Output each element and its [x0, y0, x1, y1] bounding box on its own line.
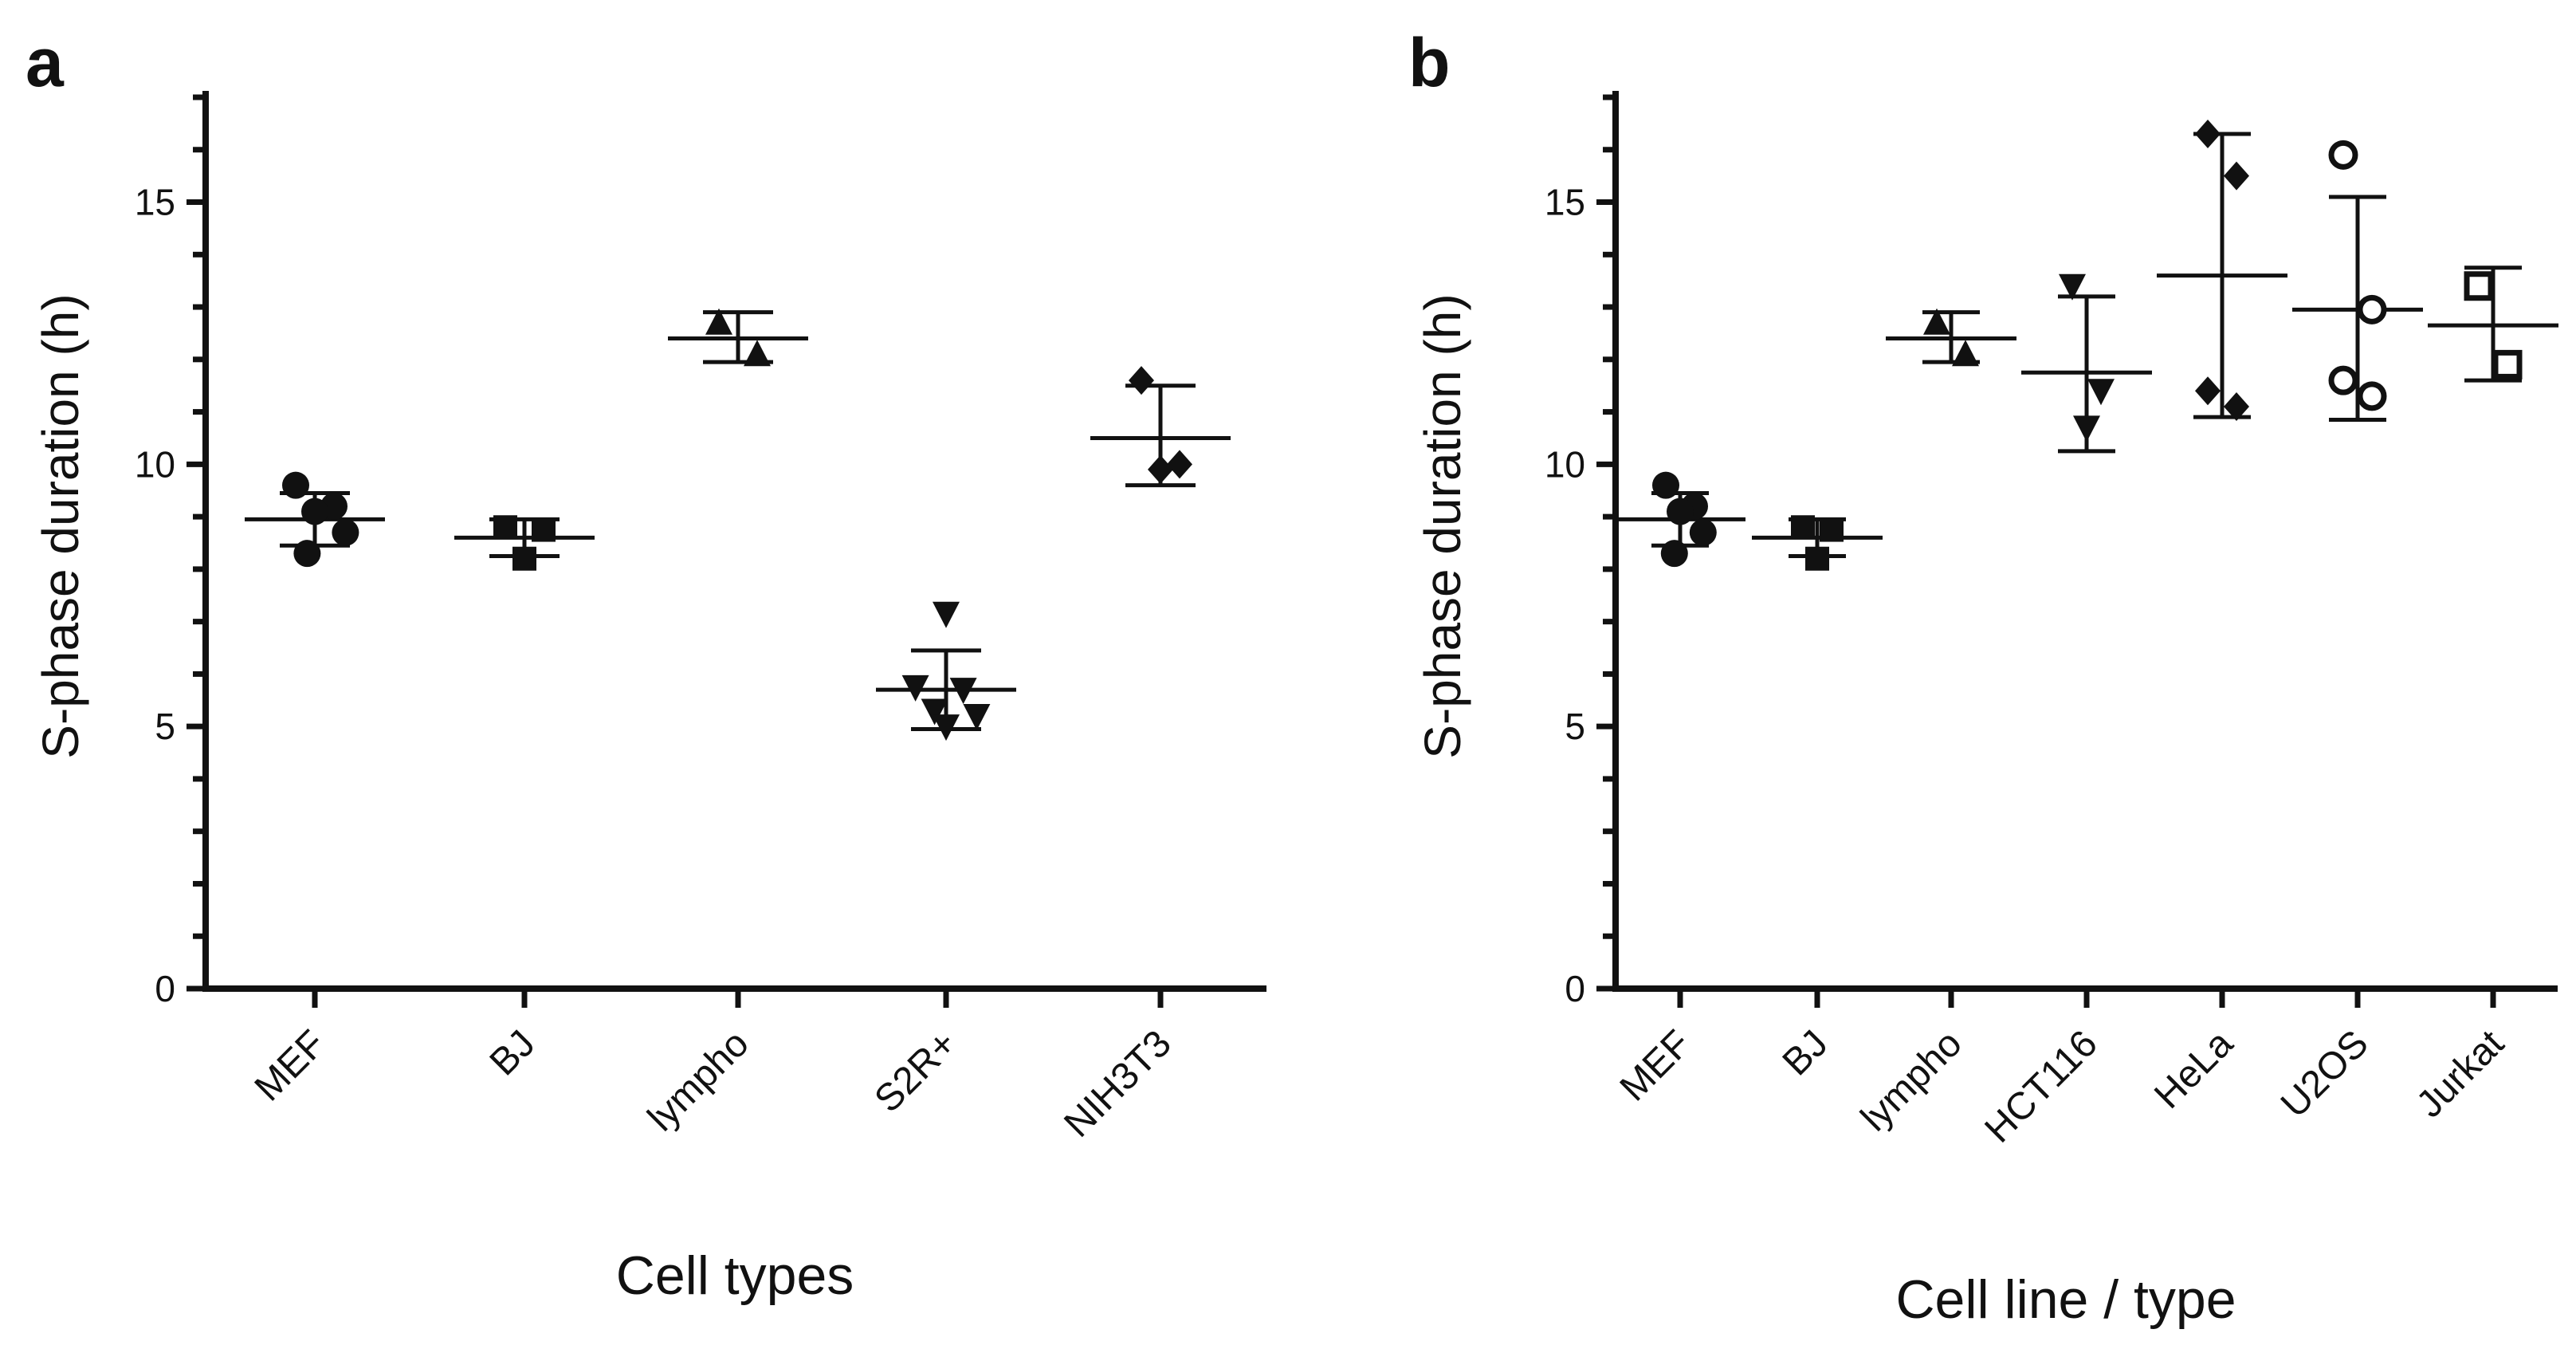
panel-a-point-nih3t3-2	[1167, 450, 1192, 479]
panel-b-point-hct116-2	[2087, 379, 2115, 406]
panel-a-x-axis-title: Cell types	[616, 1245, 854, 1306]
panel-b-y-tick-label-15: 15	[1545, 182, 1585, 223]
panel-b-point-u2os-1	[2328, 140, 2358, 170]
panel-a-point-mef-4	[332, 518, 359, 546]
panel-b-point-bj-2	[1820, 517, 1844, 542]
panel-a-point-s2r-3	[949, 678, 977, 705]
panel-a-point-bj-3	[512, 546, 536, 571]
panel-a-point-mef-5	[293, 540, 321, 568]
panel-a-y-tick-label-5: 5	[155, 706, 175, 747]
panel-a: a S-phase duration (h) Cell types 0 5 10 15…	[26, 25, 1266, 1306]
panel-b-point-hela-1	[2195, 120, 2221, 149]
panel-a-point-mef-3	[301, 498, 328, 525]
panel-b-point-u2os-3	[2328, 365, 2358, 395]
panel-b-point-bj-3	[1805, 546, 1829, 571]
panel-a-label: a	[26, 25, 65, 101]
panel-a-point-nih3t3-3	[1148, 454, 1173, 484]
panel-b-point-mef-5	[1660, 540, 1688, 568]
panel-b-point-u2os-4	[2357, 381, 2387, 411]
panel-a-point-mef-1	[282, 471, 309, 499]
panel-a-y-tick-label-0: 0	[155, 968, 175, 1009]
panel-a-point-bj-2	[532, 517, 556, 542]
panel-a-point-s2r-2	[901, 674, 929, 702]
panel-a-point-nih3t3-1	[1129, 366, 1154, 395]
panel-b-y-tick-label-5: 5	[1565, 706, 1585, 747]
panel-b-x-tick-label-hct116: HCT116	[1977, 1022, 2105, 1150]
panel-a-y-axis-title: S-phase duration (h)	[32, 293, 89, 758]
panel-a-x-tick-label-nih3t3: NIH3T3	[1056, 1022, 1179, 1145]
panel-b-x-axis-title: Cell line / type	[1895, 1269, 2236, 1330]
panel-b: b S-phase duration (h) Cell line / type …	[1408, 25, 2558, 1330]
panel-b-point-mef-3	[1667, 498, 1694, 525]
panel-b-x-tick-label-mef: MEF	[1612, 1022, 1699, 1109]
panel-b-x-tick-label-hela: HeLa	[2146, 1022, 2241, 1117]
panel-a-point-s2r-1	[933, 601, 960, 628]
panel-b-x-tick-label-lympho: lympho	[1853, 1022, 1970, 1139]
panel-b-point-hct116-3	[2073, 415, 2100, 442]
panel-b-point-u2os-2	[2357, 294, 2387, 324]
panel-b-x-tick-label-jurkat: Jurkat	[2409, 1022, 2512, 1126]
panel-b-point-hct116-1	[2059, 273, 2086, 301]
panel-a-point-bj-1	[493, 515, 517, 540]
panel-a-point-s2r-5	[963, 704, 991, 731]
panel-a-point-s2r-6	[933, 714, 960, 741]
panel-a-point-lympho-2	[744, 340, 771, 367]
panel-b-y-axis-title: S-phase duration (h)	[1414, 293, 1471, 758]
panel-b-point-jurkat-1	[2464, 271, 2494, 301]
panel-a-y-tick-label-10: 10	[135, 443, 175, 485]
panel-a-y-tick-label-15: 15	[135, 182, 175, 223]
panel-b-point-bj-1	[1791, 515, 1815, 540]
panel-b-y-tick-label-0: 0	[1565, 968, 1585, 1009]
panel-b-point-hela-2	[2224, 161, 2249, 191]
panel-b-point-mef-1	[1652, 471, 1679, 499]
panel-a-point-s2r-4	[921, 698, 948, 726]
panel-a-x-tick-label-lympho: lympho	[640, 1022, 757, 1139]
panel-b-point-hela-3	[2195, 376, 2221, 406]
panel-b-point-hela-4	[2224, 392, 2249, 422]
panel-b-point-jurkat-2	[2492, 349, 2523, 380]
panel-b-y-tick-label-10: 10	[1545, 443, 1585, 485]
panel-b-point-lympho-1	[1923, 308, 1950, 335]
panel-a-x-tick-label-s2r: S2R+	[866, 1022, 964, 1120]
panel-b-label: b	[1408, 25, 1451, 101]
panel-b-point-mef-4	[1689, 518, 1717, 546]
panel-b-x-tick-label-bj: BJ	[1775, 1022, 1836, 1084]
panel-b-point-lympho-2	[1952, 340, 1979, 367]
panel-a-x-tick-label-mef: MEF	[247, 1022, 334, 1109]
panel-a-x-tick-label-bj: BJ	[482, 1022, 544, 1084]
panel-a-point-lympho-1	[705, 308, 732, 335]
panel-b-x-tick-label-u2os: U2OS	[2273, 1022, 2377, 1126]
